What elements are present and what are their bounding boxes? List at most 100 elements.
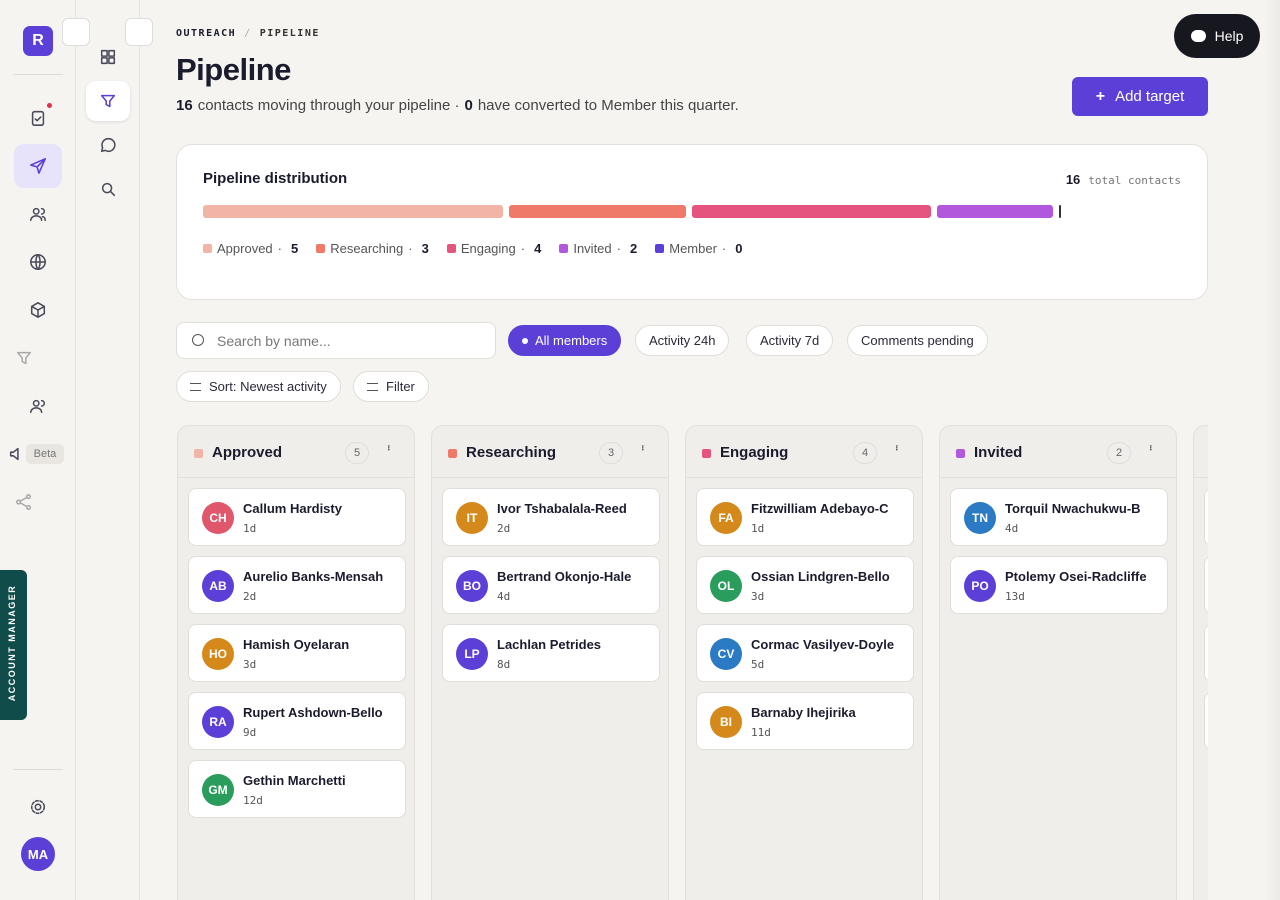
column-count: 5 — [345, 442, 369, 464]
column-menu[interactable]: ... — [893, 444, 909, 450]
contact-card[interactable]: BO Bertrand Okonjo-Hale 4d — [442, 556, 660, 614]
contact-name: Callum Hardisty — [243, 501, 342, 516]
column-menu[interactable]: ... — [1147, 444, 1163, 450]
add-target-button[interactable]: + Add target — [1072, 77, 1208, 116]
total-label: total contacts — [1088, 174, 1181, 187]
contact-card — [1204, 692, 1208, 750]
filter-button[interactable]: Filter — [353, 371, 429, 402]
filter-chip[interactable]: Activity 7d — [746, 325, 834, 356]
sidebar: R Beta ACCOUNT MANAGER MA — [0, 0, 76, 900]
logo[interactable]: R — [23, 26, 53, 56]
legend-separator: · — [616, 241, 621, 256]
legend-count: 3 — [421, 241, 429, 256]
legend-item: Researching · 3 — [316, 241, 429, 256]
total: 16 total contacts — [1066, 172, 1181, 187]
filter-chip[interactable]: Activity 24h — [635, 325, 730, 356]
filter-label: Activity 7d — [760, 333, 820, 348]
contact-card[interactable]: TN Torquil Nwachukwu-B 4d — [950, 488, 1168, 546]
contact-name: Cormac Vasilyev-Doyle — [751, 637, 895, 652]
contact-card[interactable]: CV Cormac Vasilyev-Doyle 5d — [696, 624, 914, 682]
summary-converted: 0 — [464, 97, 473, 114]
nav-outreach[interactable] — [14, 144, 62, 188]
column-name: Approved — [212, 444, 283, 461]
contact-age: 4d — [1005, 522, 1019, 535]
distribution-segment — [203, 205, 503, 218]
contact-card[interactable]: OL Ossian Lindgren-Bello 3d — [696, 556, 914, 614]
collapse-toggle[interactable] — [125, 18, 153, 46]
breadcrumb-separator: / — [244, 28, 252, 39]
legend-count: 2 — [630, 241, 638, 256]
contact-name: Bertrand Okonjo-Hale — [497, 569, 632, 584]
nav-team[interactable] — [14, 384, 62, 428]
filter-icon — [367, 382, 378, 391]
contact-name: Ivor Tshabalala-Reed — [497, 501, 627, 516]
column-dot — [448, 449, 457, 458]
contact-card[interactable]: CH Callum Hardisty 1d — [188, 488, 406, 546]
nav-box[interactable] — [14, 288, 62, 332]
breadcrumb-item: OUTREACH — [176, 28, 237, 39]
column: Approved 5... CH Callum Hardisty 1d AB Aurelio… — [177, 425, 415, 900]
contact-card[interactable]: IT Ivor Tshabalala-Reed 2d — [442, 488, 660, 546]
search-icon — [192, 334, 204, 346]
column-count: 2 — [1107, 442, 1131, 464]
nav-globe[interactable] — [14, 240, 62, 284]
collapse-toggle[interactable] — [62, 18, 90, 46]
settings[interactable] — [14, 785, 62, 829]
main: OUTREACH / PIPELINE Pipeline 16 contacts movi… — [140, 0, 1280, 900]
contact-name: Lachlan Petrides — [497, 637, 602, 652]
secondary-rail — [76, 0, 140, 900]
sort-button[interactable]: Sort: Newest activity — [176, 371, 341, 402]
breadcrumb-item: PIPELINE — [259, 28, 320, 39]
rail-comments[interactable] — [84, 123, 132, 167]
contact-card[interactable]: RA Rupert Ashdown-Bello 9d — [188, 692, 406, 750]
nav-people[interactable] — [14, 192, 62, 236]
nav-share-locked[interactable] — [0, 480, 48, 524]
contact-card[interactable]: LP Lachlan Petrides 8d — [442, 624, 660, 682]
filter-chip[interactable]: Comments pending — [847, 325, 988, 356]
nav-beta[interactable] — [0, 432, 41, 476]
help-button[interactable]: Help — [1174, 14, 1260, 58]
contact-card[interactable]: HO Hamish Oyelaran 3d — [188, 624, 406, 682]
summary-text: contacts moving through your pipeline · — [197, 97, 460, 114]
account-manager-tab[interactable]: ACCOUNT MANAGER — [0, 570, 27, 720]
column — [1193, 425, 1208, 900]
contact-avatar: RA — [202, 706, 234, 738]
contact-avatar: FA — [710, 502, 742, 534]
contact-age: 2d — [497, 522, 511, 535]
search-box[interactable]: Search by name... — [176, 322, 496, 359]
legend-item: Approved · 5 — [203, 241, 298, 256]
contact-card[interactable]: PO Ptolemy Osei-Radcliffe 13d — [950, 556, 1168, 614]
contact-name: Hamish Oyelaran — [243, 637, 350, 652]
distribution-segment — [1058, 205, 1061, 218]
contact-avatar: OL — [710, 570, 742, 602]
column-menu[interactable]: ... — [385, 444, 401, 450]
page-title: Pipeline — [176, 52, 291, 87]
user-avatar[interactable]: MA — [21, 837, 55, 871]
edge-shadow — [1265, 0, 1280, 900]
contact-card[interactable]: AB Aurelio Banks-Mensah 2d — [188, 556, 406, 614]
contact-card[interactable]: FA Fitzwilliam Adebayo-C 1d — [696, 488, 914, 546]
column-header: Approved 5... — [178, 426, 414, 478]
filter-chip[interactable]: All members — [508, 325, 622, 356]
contact-card[interactable]: BI Barnaby Ihejirika 11d — [696, 692, 914, 750]
rail-dashboard[interactable] — [84, 35, 132, 79]
rail-search[interactable] — [84, 167, 132, 211]
legend-dot — [655, 244, 665, 253]
column-name: Engaging — [720, 444, 789, 461]
contact-name: Ossian Lindgren-Bello — [751, 569, 890, 584]
summary-text: have converted to Member this quarter. — [477, 97, 739, 114]
active-dot — [522, 337, 528, 344]
contact-avatar: GM — [202, 774, 234, 806]
contact-avatar: BO — [456, 570, 488, 602]
nav-funnel-locked[interactable] — [0, 336, 48, 380]
total-count: 16 — [1065, 172, 1081, 187]
contact-age: 13d — [1005, 590, 1025, 603]
column-count: 4 — [853, 442, 877, 464]
distribution-title: Pipeline distribution — [203, 170, 348, 187]
contact-age: 3d — [243, 658, 257, 671]
rail-pipeline[interactable] — [86, 81, 130, 121]
legend-item: Engaging · 4 — [446, 241, 541, 256]
column-menu[interactable]: ... — [639, 444, 655, 450]
contact-card[interactable]: GM Gethin Marchetti 12d — [188, 760, 406, 818]
nav-tasks[interactable] — [14, 96, 62, 140]
